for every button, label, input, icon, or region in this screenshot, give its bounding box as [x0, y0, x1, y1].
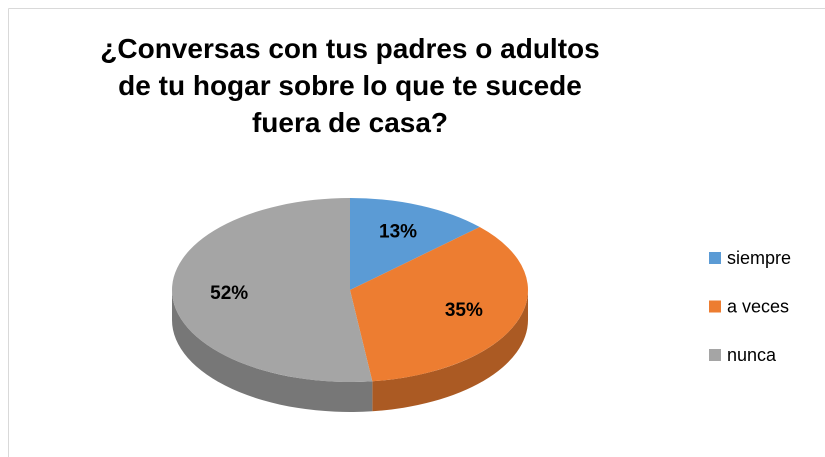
slice-side	[372, 290, 528, 412]
legend-swatch	[709, 349, 721, 361]
slice	[350, 198, 480, 290]
legend-label: nunca	[727, 345, 777, 365]
data-label: 35%	[445, 300, 483, 321]
data-label: 52%	[210, 283, 248, 304]
slice	[172, 198, 373, 382]
data-label: 13%	[379, 222, 417, 243]
chart-title: ¿Conversas con tus padres o adultos de t…	[100, 33, 600, 138]
slice	[350, 227, 529, 382]
slice-side	[172, 290, 373, 412]
legend-swatch	[709, 252, 721, 264]
legend-label: siempre	[727, 248, 791, 268]
legend-swatch	[709, 300, 721, 313]
legend-label: a veces	[727, 296, 789, 316]
